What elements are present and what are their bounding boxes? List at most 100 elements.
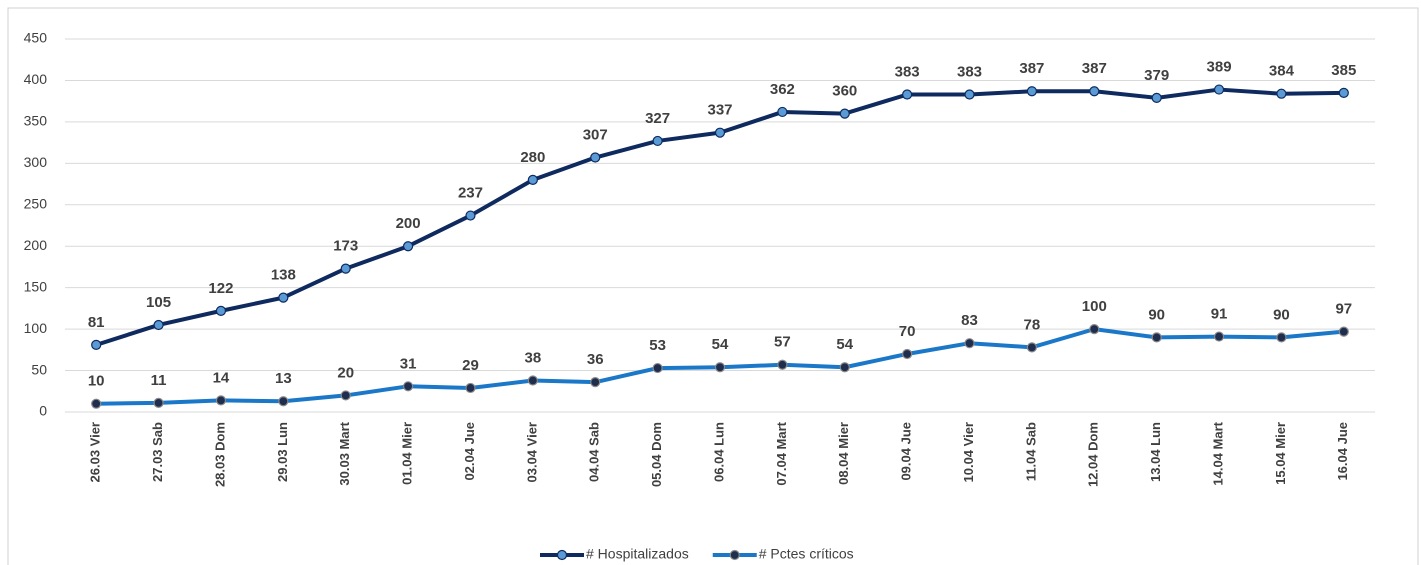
data-label: 14 xyxy=(213,369,230,386)
legend-marker xyxy=(729,549,740,561)
point-marker xyxy=(153,319,164,331)
data-label: 200 xyxy=(396,215,421,232)
point-marker xyxy=(902,89,913,100)
data-label: 70 xyxy=(899,323,916,340)
data-label: 105 xyxy=(146,294,171,311)
data-label: 36 xyxy=(587,351,604,368)
point-marker xyxy=(215,395,227,406)
x-tick-label: 10.04 Vier xyxy=(961,422,976,482)
point-marker xyxy=(1338,326,1349,337)
point-marker xyxy=(153,397,164,408)
legend-marker xyxy=(556,549,568,561)
point-marker xyxy=(1026,86,1038,97)
y-tick-label: 150 xyxy=(24,278,48,294)
y-tick-label: 400 xyxy=(24,71,48,87)
x-tick-label: 28.03 Dom xyxy=(212,422,227,487)
point-marker xyxy=(839,108,850,119)
data-label: 90 xyxy=(1273,306,1290,323)
x-tick-label: 11.04 Sab xyxy=(1023,422,1038,481)
data-label: 360 xyxy=(832,83,857,100)
point-marker xyxy=(1213,84,1225,95)
x-tick-label: 04.04 Sab xyxy=(587,422,602,482)
legend-label: # Pctes críticos xyxy=(759,546,854,562)
point-marker xyxy=(402,241,414,252)
data-label: 54 xyxy=(712,336,729,353)
data-label: 237 xyxy=(458,185,483,202)
point-marker xyxy=(278,396,289,407)
point-marker xyxy=(839,362,850,373)
data-label: 83 xyxy=(961,312,978,329)
data-label: 20 xyxy=(337,364,354,381)
point-marker xyxy=(278,292,289,303)
point-marker xyxy=(714,127,726,138)
y-tick-label: 250 xyxy=(24,195,48,211)
x-tick-label: 14.04 Mart xyxy=(1210,421,1225,485)
x-tick-label: 26.03 Vier xyxy=(88,422,103,482)
data-label: 38 xyxy=(525,349,542,366)
x-tick-label: 01.04 Mier xyxy=(400,422,415,485)
data-label: 384 xyxy=(1269,63,1295,80)
data-label: 383 xyxy=(957,64,982,81)
point-marker xyxy=(465,210,476,221)
point-marker xyxy=(527,375,538,386)
y-tick-label: 50 xyxy=(31,361,47,377)
point-marker xyxy=(777,359,788,370)
point-marker xyxy=(340,263,351,274)
y-tick-label: 300 xyxy=(24,154,48,170)
point-marker xyxy=(902,348,913,360)
data-label: 57 xyxy=(774,334,791,351)
data-label: 173 xyxy=(333,238,358,255)
point-marker xyxy=(1276,88,1287,99)
data-label: 387 xyxy=(1082,60,1107,77)
x-tick-label: 30.03 Mart xyxy=(337,421,352,485)
y-tick-label: 450 xyxy=(24,30,48,46)
point-marker xyxy=(777,106,788,118)
point-marker xyxy=(714,362,726,373)
point-marker xyxy=(91,398,102,409)
x-tick-label: 29.03 Lun xyxy=(275,422,290,482)
legend-label: # Hospitalizados xyxy=(586,546,689,562)
data-label: 53 xyxy=(649,337,666,354)
point-marker xyxy=(1213,331,1225,342)
point-marker xyxy=(964,338,975,349)
point-marker xyxy=(1026,342,1038,353)
point-marker xyxy=(215,305,227,316)
data-label: 383 xyxy=(895,64,920,81)
data-label: 10 xyxy=(88,373,105,390)
x-tick-label: 06.04 Lun xyxy=(711,422,726,482)
data-label: 327 xyxy=(645,110,670,127)
data-label: 11 xyxy=(151,372,167,389)
data-label: 54 xyxy=(836,336,853,353)
point-marker xyxy=(1151,92,1162,103)
x-tick-label: 12.04 Dom xyxy=(1086,422,1101,487)
point-marker xyxy=(527,174,538,186)
data-label: 13 xyxy=(275,370,292,387)
y-tick-label: 200 xyxy=(24,237,48,253)
point-marker xyxy=(1089,324,1100,335)
point-marker xyxy=(964,89,975,100)
point-marker xyxy=(1276,332,1287,343)
x-tick-label: 27.03 Sab xyxy=(150,422,165,482)
data-label: 337 xyxy=(707,102,732,119)
x-tick-label: 09.04 Jue xyxy=(899,422,914,481)
x-tick-label: 16.04 Jue xyxy=(1335,422,1350,481)
data-label: 280 xyxy=(520,149,545,166)
chart-frame xyxy=(7,7,1419,565)
data-label: 91 xyxy=(1211,306,1228,323)
point-marker xyxy=(1338,87,1349,98)
x-tick-label: 05.04 Dom xyxy=(649,422,664,487)
point-marker xyxy=(1151,332,1162,343)
point-marker xyxy=(652,362,663,374)
data-label: 138 xyxy=(271,267,296,284)
data-label: 29 xyxy=(462,357,479,374)
data-label: 81 xyxy=(88,314,105,331)
data-label: 387 xyxy=(1019,60,1044,77)
data-label: 307 xyxy=(583,126,608,143)
x-tick-label: 02.04 Jue xyxy=(462,422,477,481)
y-tick-label: 350 xyxy=(24,113,48,129)
data-label: 362 xyxy=(770,81,795,98)
x-tick-label: 08.04 Mier xyxy=(836,422,851,485)
data-label: 385 xyxy=(1331,62,1356,79)
point-marker xyxy=(1089,86,1100,97)
